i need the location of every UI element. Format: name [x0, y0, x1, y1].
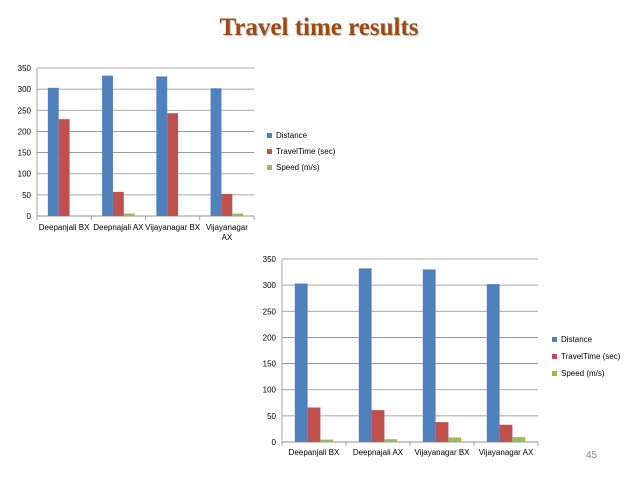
chart1-bar-speed-m-s: [232, 213, 244, 216]
chart1-bar-speed-m-s: [69, 215, 81, 216]
chart1-bar-speed-m-s: [123, 213, 135, 216]
chart2-bar-traveltime-sec: [307, 407, 321, 442]
chart-top: 0 50 100 150 200 250 300 350 Deepanjali BX Deepna…: [0, 58, 345, 248]
chart1-bar-distance: [102, 75, 113, 217]
chart2-y-tick-label: 250: [263, 307, 277, 316]
chart1-bar-traveltime-sec: [167, 113, 179, 216]
chart2-y-tick-label: 350: [263, 255, 277, 264]
chart2-category-label: Vijayanagar AX: [479, 448, 534, 457]
chart1-y-tick-label: 50: [22, 191, 31, 200]
chart2-category-label: Deepnajali AX: [353, 448, 404, 457]
chart1-y-tick-label: 150: [18, 149, 32, 158]
chart1-bar-traveltime-sec: [112, 191, 124, 216]
chart1-category-label: Vijayanagar: [206, 223, 248, 232]
chart1-y-tick-label: 0: [27, 212, 32, 221]
chart2-y-tick-label: 100: [263, 386, 277, 395]
chart2-y-tick-label: 150: [263, 360, 277, 369]
chart1-bar-speed-m-s: [178, 215, 189, 216]
chart1-legend-swatch: [267, 133, 272, 138]
chart2-bar-distance: [294, 283, 308, 442]
chart-top-svg: 0 50 100 150 200 250 300 350 Deepanjali BX Deepna…: [18, 64, 336, 242]
chart1-bar-traveltime-sec: [221, 194, 233, 216]
chart1-bar-distance: [47, 87, 59, 216]
chart1-bar-distance: [210, 88, 222, 216]
slide-title: Travel time results: [219, 14, 419, 41]
chart2-bar-distance: [422, 269, 436, 442]
chart2-legend-label: Distance: [561, 335, 593, 344]
chart2-bar-traveltime-sec: [371, 410, 385, 442]
chart1-y-tick-label: 300: [18, 85, 32, 94]
chart2-bar-speed-m-s: [512, 437, 526, 442]
chart2-legend-label: Speed (m/s): [561, 369, 605, 378]
chart2-bar-speed-m-s: [448, 437, 462, 442]
chart2-legend-swatch: [552, 337, 557, 342]
chart2-bar-distance: [358, 268, 372, 442]
chart1-category-label: Deepanjali BX: [39, 223, 90, 232]
chart-bottom-svg: 0 50 100 150 200 250 300 350 Deepanjali BX Deepna…: [263, 255, 621, 457]
chart2-y-tick-label: 300: [263, 281, 277, 290]
chart1-category-label: Vijayanagar BX: [145, 223, 201, 232]
chart2-bar-speed-m-s: [384, 439, 398, 442]
chart2-legend-swatch: [552, 354, 557, 359]
chart1-legend-swatch: [267, 149, 272, 154]
chart1-y-tick-label: 250: [18, 106, 32, 115]
chart2-legend-label: TravelTime (sec): [561, 352, 621, 361]
chart2-category-label: Deepanjali BX: [289, 448, 340, 457]
chart2-y-tick-label: 50: [267, 412, 276, 421]
chart2-bar-traveltime-sec: [499, 424, 513, 442]
chart2-legend-swatch: [552, 371, 557, 376]
chart1-y-tick-label: 200: [18, 127, 32, 136]
chart1-y-tick-label: 100: [18, 170, 32, 179]
chart2-bar-speed-m-s: [320, 439, 334, 442]
chart1-legend-label: Speed (m/s): [276, 163, 320, 172]
chart2-y-tick-label: 200: [263, 333, 277, 342]
chart1-bar-distance: [156, 76, 168, 216]
chart2-category-label: Vijayanagar BX: [415, 448, 471, 457]
chart1-category-label: AX: [222, 233, 233, 242]
chart2-bar-distance: [486, 284, 500, 442]
chart1-bar-traveltime-sec: [58, 119, 70, 216]
chart2-bar-traveltime-sec: [435, 422, 449, 442]
page-number: 45: [586, 450, 598, 461]
chart2-y-tick-label: 0: [272, 438, 277, 447]
chart1-legend-swatch: [267, 165, 272, 170]
chart1-y-tick-label: 350: [18, 64, 32, 73]
chart1-legend-label: TravelTime (sec): [276, 147, 336, 156]
chart-bottom: 0 50 100 150 200 250 300 350 Deepanjali BX Deepna…: [248, 252, 638, 464]
chart1-legend-label: Distance: [276, 131, 308, 140]
chart1-category-label: Deepnajali AX: [93, 223, 144, 232]
